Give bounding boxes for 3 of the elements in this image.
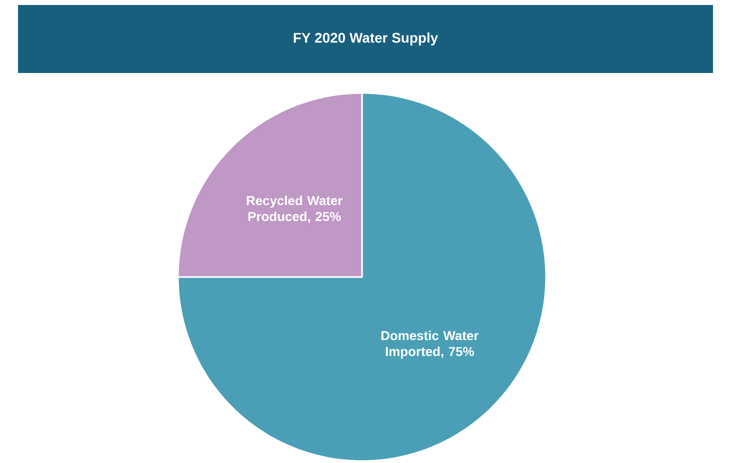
- chart-title: FY 2020 Water Supply: [294, 32, 438, 46]
- slice-label: Domestic Water Imported, 75%: [381, 330, 479, 359]
- slice-label: Recycled Water Produced, 25%: [246, 196, 342, 223]
